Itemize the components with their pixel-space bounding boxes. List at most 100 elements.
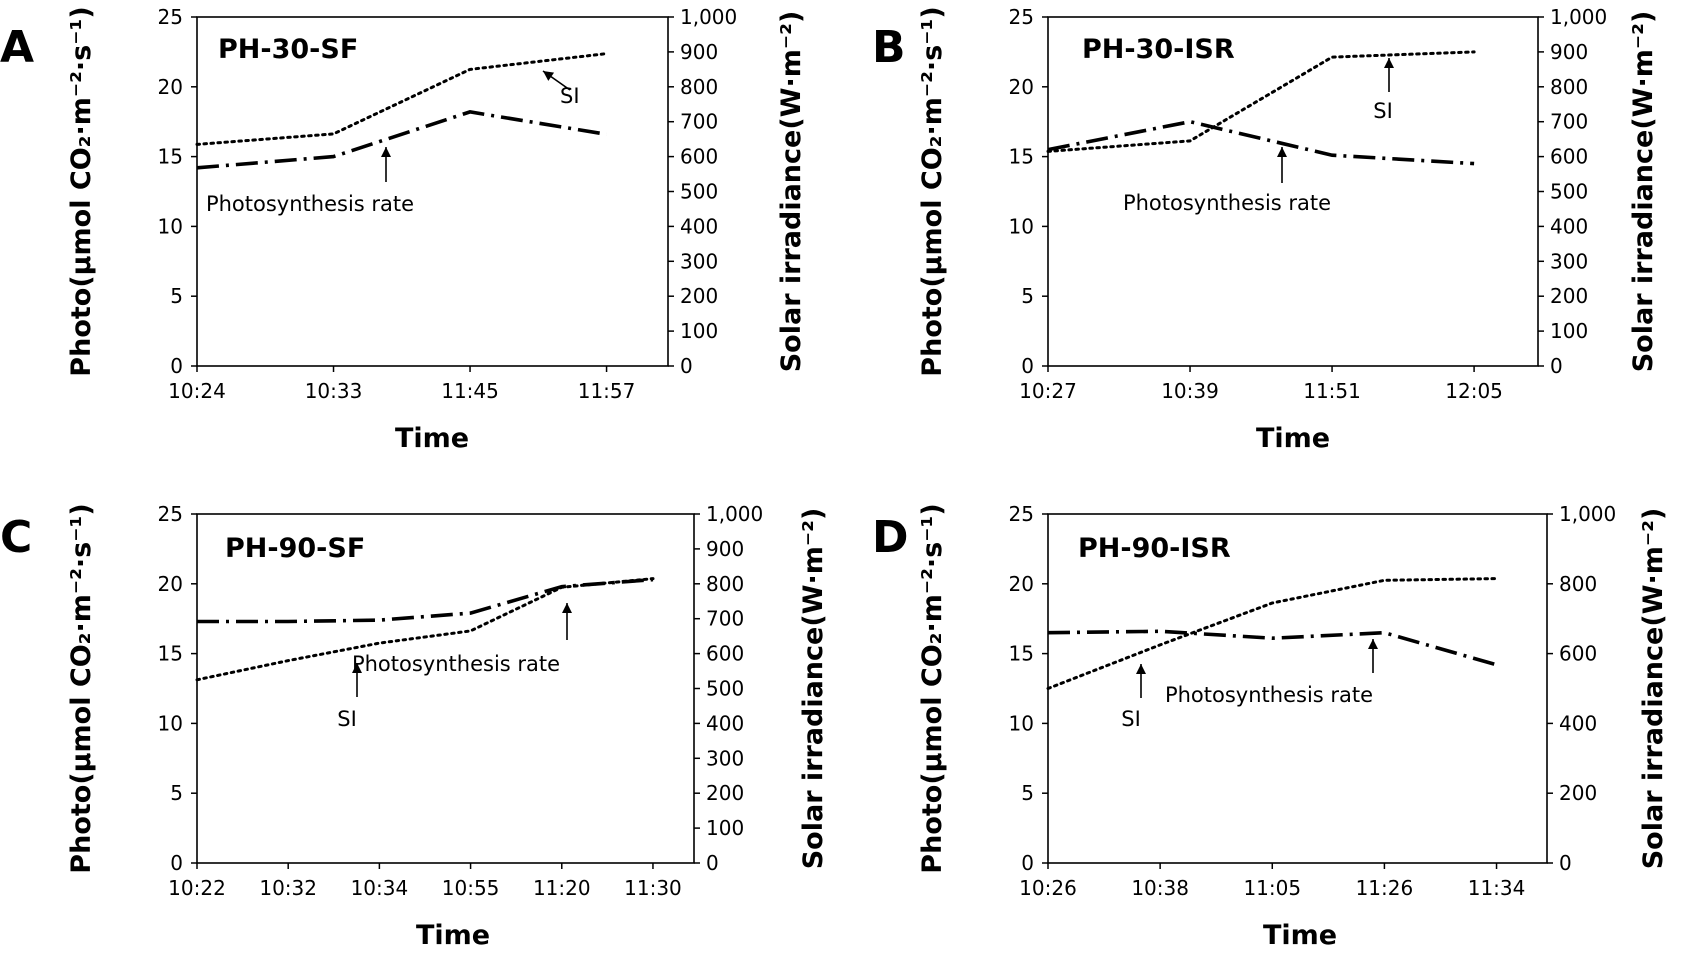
annotation-arrowhead <box>381 147 391 157</box>
x-axis-title: Time <box>1256 423 1330 454</box>
y2-tick-label: 300 <box>1550 249 1588 273</box>
y2-tick-label: 600 <box>680 145 718 169</box>
panel-letter: B <box>872 22 906 73</box>
annotation-label: Photosynthesis rate <box>1123 191 1331 215</box>
annotation-label: SI <box>1373 99 1393 123</box>
x-tick-label: 12:05 <box>1445 379 1503 403</box>
y-tick-label: 0 <box>1021 354 1034 378</box>
y2-tick-label: 600 <box>706 642 744 666</box>
annotation-arrowhead <box>1136 664 1146 674</box>
y-tick-label: 10 <box>158 214 183 238</box>
y-tick-label: 20 <box>1009 572 1034 596</box>
y-tick-label: 0 <box>170 851 183 875</box>
panel-title: PH-30-ISR <box>1082 34 1235 65</box>
y2-tick-label: 800 <box>1559 572 1597 596</box>
y-tick-label: 25 <box>1009 502 1034 526</box>
y-axis-title: Photo(μmol CO₂·m⁻²·s⁻¹) <box>917 6 948 376</box>
y2-tick-label: 500 <box>680 180 718 204</box>
y-tick-label: 15 <box>1009 145 1034 169</box>
y2-tick-label: 600 <box>1559 642 1597 666</box>
y2-axis-title: Solar irradiance(W·m⁻²) <box>798 508 829 870</box>
y2-tick-label: 100 <box>1550 319 1588 343</box>
plot-area <box>196 513 695 864</box>
y2-tick-label: 100 <box>706 816 744 840</box>
y2-tick-label: 1,000 <box>1559 502 1616 526</box>
y2-tick-label: 600 <box>1550 145 1588 169</box>
y2-tick-label: 200 <box>706 781 744 805</box>
annotation-label: Photosynthesis rate <box>1165 683 1373 707</box>
y2-tick-label: 400 <box>1559 711 1597 735</box>
x-tick-label: 10:22 <box>168 876 226 900</box>
x-tick-label: 11:05 <box>1243 876 1301 900</box>
panel-d: D PH-90-ISR 0 5 10 15 20 25 0 200 400 600 800 1,000 10… <box>872 502 1669 951</box>
panel-title: PH-30-SF <box>218 34 358 65</box>
y2-tick-label: 700 <box>706 607 744 631</box>
y2-tick-label: 700 <box>680 110 718 134</box>
y2-tick-label: 200 <box>680 284 718 308</box>
x-tick-label: 10:39 <box>1161 379 1219 403</box>
y2-axis-title: Solar irradiance(W·m⁻²) <box>1638 508 1669 870</box>
x-tick-label: 11:30 <box>624 876 682 900</box>
y2-tick-label: 800 <box>1550 75 1588 99</box>
y2-tick-label: 700 <box>1550 110 1588 134</box>
y-tick-label: 20 <box>158 75 183 99</box>
y-tick-label: 0 <box>1021 851 1034 875</box>
x-tick-label: 11:34 <box>1468 876 1526 900</box>
y2-tick-label: 1,000 <box>1550 5 1607 29</box>
y2-axis-title: Solar irradiance(W·m⁻²) <box>776 11 807 373</box>
x-tick-label: 11:26 <box>1356 876 1414 900</box>
y2-tick-label: 400 <box>706 711 744 735</box>
y-tick-label: 20 <box>158 572 183 596</box>
panel-title: PH-90-SF <box>225 533 365 564</box>
x-tick-label: 10:38 <box>1131 876 1189 900</box>
x-tick-label: 10:32 <box>259 876 317 900</box>
y2-tick-label: 300 <box>680 249 718 273</box>
x-tick-label: 10:26 <box>1019 876 1077 900</box>
y2-tick-label: 400 <box>680 214 718 238</box>
x-tick-label: 10:33 <box>305 379 363 403</box>
panel-c: C PH-90-SF 0 5 10 15 20 25 0 100 200 300 400 500 600 70… <box>0 502 829 951</box>
y2-tick-label: 200 <box>1550 284 1588 308</box>
y2-tick-label: 100 <box>680 319 718 343</box>
panel-letter: C <box>0 512 32 563</box>
x-tick-label: 11:51 <box>1303 379 1361 403</box>
y2-tick-label: 0 <box>706 851 719 875</box>
y2-tick-label: 1,000 <box>706 502 763 526</box>
panel-b: B PH-30-ISR 0 5 10 15 20 25 0 100 200 300 400 500 600 7… <box>872 5 1659 454</box>
x-axis-title: Time <box>416 920 490 951</box>
y-axis-title: Photo(μmol CO₂·m⁻²·s⁻¹) <box>66 503 97 873</box>
x-tick-label: 10:24 <box>168 379 226 403</box>
annotation-label: SI <box>1121 707 1141 731</box>
panel-title: PH-90-ISR <box>1078 533 1231 564</box>
y2-tick-label: 800 <box>680 75 718 99</box>
y2-tick-label: 0 <box>1559 851 1572 875</box>
y2-tick-label: 500 <box>706 677 744 701</box>
panel-letter: D <box>872 512 909 563</box>
panel-letter: A <box>0 22 34 73</box>
y-tick-label: 5 <box>170 781 183 805</box>
y-axis-title: Photo(μmol CO₂·m⁻²·s⁻¹) <box>917 503 948 873</box>
y-tick-label: 5 <box>170 284 183 308</box>
x-tick-label: 11:45 <box>441 379 499 403</box>
y-tick-label: 15 <box>158 145 183 169</box>
x-axis-title: Time <box>1263 920 1337 951</box>
annotation-label: SI <box>560 84 580 108</box>
series-line-photosynthesis-rate <box>1047 629 1497 667</box>
y2-axis-title: Solar irradiance(W·m⁻²) <box>1628 11 1659 373</box>
annotation-label: SI <box>337 707 357 731</box>
y2-tick-label: 300 <box>706 746 744 770</box>
annotation-label: Photosynthesis rate <box>206 192 414 216</box>
annotation-arrowhead <box>1277 147 1287 157</box>
series-line-si <box>1046 50 1476 153</box>
y2-tick-label: 900 <box>680 40 718 64</box>
y-tick-label: 25 <box>158 502 183 526</box>
x-tick-label: 11:20 <box>533 876 591 900</box>
y2-tick-label: 500 <box>1550 180 1588 204</box>
series-line-photosynthesis-rate <box>1047 119 1475 166</box>
series-line-si <box>1046 577 1498 690</box>
x-tick-label: 10:34 <box>351 876 409 900</box>
y-axis-title: Photo(μmol CO₂·m⁻²·s⁻¹) <box>66 6 97 376</box>
y-tick-label: 25 <box>1009 5 1034 29</box>
annotation-arrowhead <box>543 71 555 81</box>
y2-tick-label: 0 <box>1550 354 1563 378</box>
